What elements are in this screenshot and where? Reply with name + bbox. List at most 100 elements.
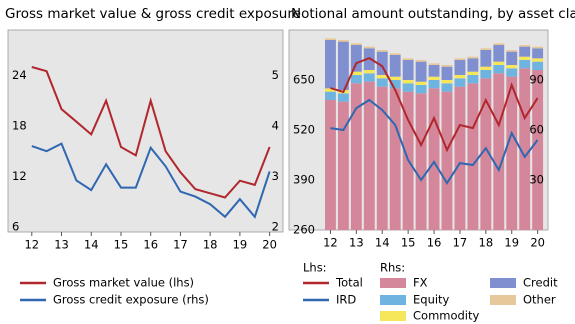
bar-segment bbox=[454, 75, 466, 79]
legend-label: Equity bbox=[413, 293, 450, 307]
legend-swatch bbox=[490, 295, 516, 305]
legend-label: Other bbox=[523, 293, 556, 307]
bar-segment bbox=[532, 48, 544, 59]
bar-segment bbox=[493, 61, 505, 65]
legend-label: Total bbox=[335, 276, 363, 290]
legend-swatch bbox=[380, 311, 406, 321]
bar-segment bbox=[493, 73, 505, 230]
chart-title: Gross market value & gross credit exposu… bbox=[5, 6, 301, 22]
bar-segment bbox=[454, 58, 466, 60]
bar-segment bbox=[532, 70, 544, 230]
bar-segment bbox=[519, 60, 531, 69]
data-line bbox=[31, 66, 271, 199]
bar-segment bbox=[389, 88, 401, 230]
y-tick-label: 650 bbox=[293, 73, 315, 87]
bar-segment bbox=[467, 83, 479, 230]
y2-tick-label: 60 bbox=[529, 123, 544, 137]
legend-swatch bbox=[490, 278, 516, 288]
legend-label: IRD bbox=[336, 293, 356, 307]
bar-segment bbox=[325, 91, 336, 100]
bar-segment bbox=[428, 88, 440, 230]
bar-segment bbox=[389, 53, 401, 55]
bar-segment bbox=[428, 76, 440, 80]
y-tick-label: 12 bbox=[12, 169, 27, 183]
bar-segment bbox=[350, 45, 362, 72]
bar-segment bbox=[325, 100, 336, 230]
bar-segment bbox=[350, 71, 362, 75]
bar-segment bbox=[467, 56, 479, 59]
bar-segment bbox=[363, 70, 375, 74]
legend-label: Commodity bbox=[413, 309, 480, 323]
bar-segment bbox=[441, 65, 453, 67]
legend-label: Gross credit exposure (rhs) bbox=[53, 293, 209, 307]
bar-segment bbox=[467, 75, 479, 84]
bar-segment bbox=[325, 38, 336, 40]
x-tick-label: 14 bbox=[375, 236, 390, 250]
bar-segment bbox=[493, 43, 505, 45]
x-tick-label: 16 bbox=[143, 238, 158, 252]
bar-segment bbox=[532, 58, 544, 62]
bar-segment bbox=[441, 83, 453, 92]
bar-segment bbox=[350, 75, 362, 84]
x-tick-label: 18 bbox=[203, 238, 218, 252]
bar-segment bbox=[389, 80, 401, 89]
y-tick-label: 520 bbox=[293, 123, 315, 137]
bar-segment bbox=[415, 61, 427, 82]
bar-segment bbox=[389, 76, 401, 80]
bar-segment bbox=[337, 41, 349, 90]
y2-tick-label: 90 bbox=[529, 73, 544, 87]
bar-segment bbox=[506, 68, 518, 77]
x-tick-label: 20 bbox=[530, 236, 545, 250]
bar-segment bbox=[506, 50, 518, 52]
bar-segment bbox=[532, 46, 544, 49]
x-tick-label: 13 bbox=[349, 236, 364, 250]
x-tick-label: 12 bbox=[24, 238, 39, 252]
bar-segment bbox=[480, 50, 492, 67]
y2-tick-label: 5 bbox=[272, 68, 279, 82]
legend-swatch bbox=[380, 295, 406, 305]
bar-segment bbox=[506, 65, 518, 69]
data-line bbox=[330, 56, 539, 153]
x-tick-label: 20 bbox=[262, 238, 277, 252]
bar-segment bbox=[402, 58, 414, 60]
bar-segment bbox=[415, 85, 427, 94]
bar-segment bbox=[519, 46, 531, 57]
y2-tick-label: 2 bbox=[272, 219, 279, 233]
bar-segment bbox=[454, 60, 466, 75]
x-tick-label: 15 bbox=[401, 236, 416, 250]
bar-segment bbox=[428, 63, 440, 65]
bar-segment bbox=[441, 80, 453, 84]
bar-segment bbox=[415, 81, 427, 85]
bar-segment bbox=[350, 83, 362, 230]
bar-segment bbox=[454, 86, 466, 231]
bar-segment bbox=[480, 78, 492, 230]
data-line bbox=[330, 98, 539, 185]
bar-segment bbox=[519, 45, 531, 47]
bar-segment bbox=[480, 70, 492, 79]
bar-segment bbox=[325, 40, 336, 89]
bar-segment bbox=[467, 71, 479, 75]
x-tick-label: 17 bbox=[173, 238, 188, 252]
bar-segment bbox=[506, 51, 518, 65]
bar-segment bbox=[389, 55, 401, 77]
y-tick-label: 260 bbox=[293, 223, 315, 237]
bar-segment bbox=[454, 78, 466, 87]
bar-segment bbox=[493, 65, 505, 74]
bar-segment bbox=[506, 76, 518, 231]
bar-segment bbox=[480, 48, 492, 50]
bar-segment bbox=[337, 40, 349, 42]
legend-label: Credit bbox=[523, 276, 558, 290]
y2-tick-label: 4 bbox=[272, 118, 279, 132]
bar-segment bbox=[337, 93, 349, 102]
legend-header: Rhs: bbox=[380, 261, 405, 275]
legend-label: Gross market value (lhs) bbox=[53, 276, 194, 290]
bar-segment bbox=[441, 91, 453, 231]
x-tick-label: 18 bbox=[479, 236, 494, 250]
bar-segment bbox=[363, 81, 375, 231]
bar-segment bbox=[519, 56, 531, 60]
bar-segment bbox=[402, 60, 414, 80]
bar-segment bbox=[325, 88, 336, 92]
x-tick-label: 14 bbox=[84, 238, 99, 252]
data-line bbox=[31, 142, 271, 219]
